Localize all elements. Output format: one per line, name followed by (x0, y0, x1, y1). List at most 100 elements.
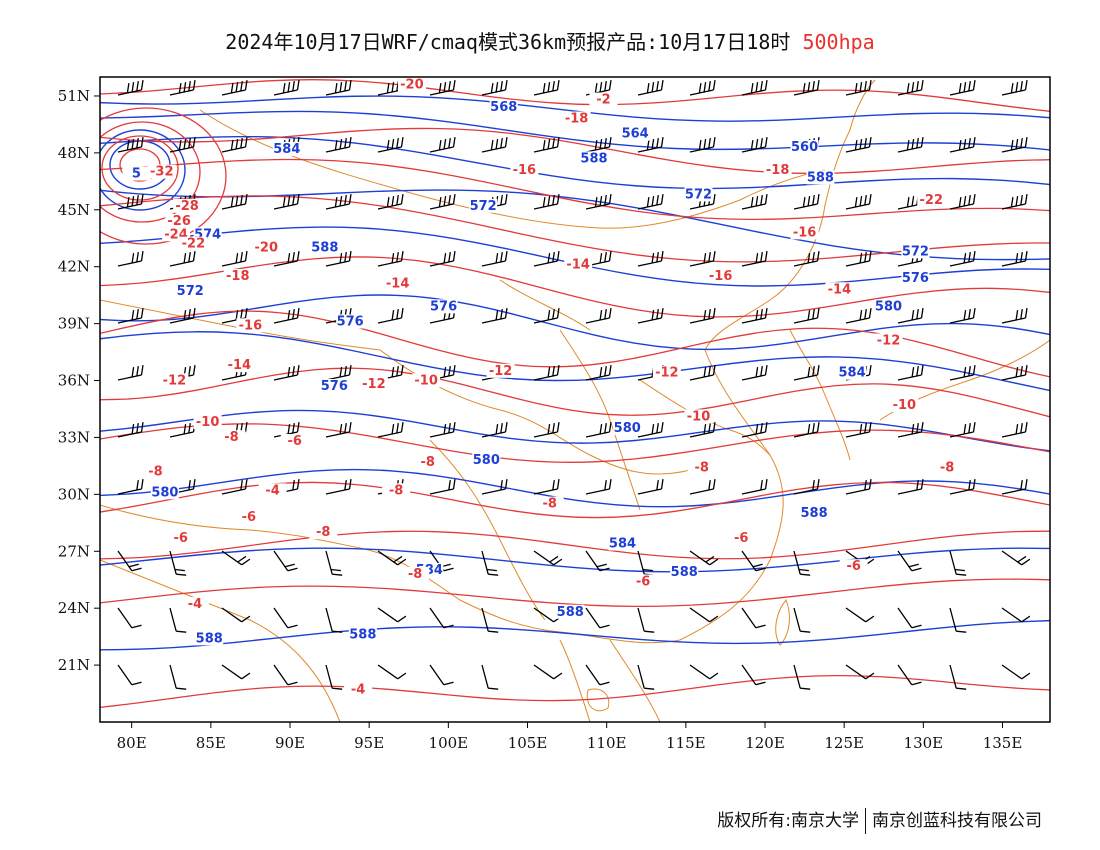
temperature-contour-label: -8 (421, 455, 435, 470)
wind-barb (689, 251, 716, 267)
low-center-contour (100, 129, 186, 211)
wind-barb (481, 664, 499, 690)
cold-center-contour (101, 135, 179, 201)
wind-barb (793, 607, 811, 633)
wind-barb (897, 550, 922, 572)
temperature-contour-label: -12 (163, 373, 187, 388)
temperature-contour-label-bg (359, 377, 388, 392)
cold-center-contour (100, 121, 201, 223)
height-contour-label-bg (272, 141, 301, 156)
x-tick-label: 115E (666, 734, 706, 752)
temperature-contour-label-bg (652, 365, 681, 380)
wind-barb (117, 365, 144, 381)
wind-barb (741, 664, 766, 686)
wind-barb (741, 80, 768, 96)
wind-barb (377, 607, 407, 623)
wind-barb (689, 550, 719, 566)
temperature-contour-label-bg (486, 363, 515, 378)
height-contour-label: 588 (557, 605, 584, 620)
wind-barb (481, 308, 508, 324)
height-contour-label: 588 (580, 151, 607, 166)
y-tick-label: 21N (58, 656, 90, 674)
temperature-contour-label: -14 (566, 258, 590, 273)
wind-barb (273, 664, 298, 686)
height-contour-line (100, 331, 1050, 392)
temperature-contour-label-bg (401, 566, 430, 581)
temperature-contour-label-bg (412, 373, 441, 388)
temperature-contour-label: -10 (196, 415, 220, 430)
height-contour-label: 572 (902, 244, 929, 259)
wind-barb (325, 664, 343, 690)
temperature-contour-label: -6 (846, 559, 860, 574)
temperature-contour-line (100, 675, 1050, 709)
wind-barb (221, 308, 248, 324)
temperature-contour-label: -22 (182, 237, 206, 252)
temperature-contour-label-bg (890, 397, 919, 412)
height-contour-label-bg (800, 506, 829, 521)
temperature-contour-label-bg (160, 373, 189, 388)
wind-barb (637, 308, 664, 324)
height-contour-label: 576 (902, 271, 929, 286)
wind-barb (793, 365, 820, 381)
hainan-outline (586, 688, 610, 712)
wind-barb (1001, 194, 1028, 210)
height-contour-label: 572 (177, 284, 204, 299)
wind-barb (481, 137, 508, 153)
wind-barb (585, 308, 612, 324)
temperature-contour-label-bg (179, 236, 208, 251)
wind-barb (273, 308, 300, 324)
wind-barb (585, 194, 612, 210)
temperature-contour-line (100, 256, 1050, 318)
temperature-contour-label-bg (629, 574, 658, 589)
temperature-contour-label-bg (258, 483, 287, 498)
temperature-contour-label-bg (727, 530, 756, 545)
wind-barb (481, 80, 508, 96)
temperature-contour-label-bg (917, 193, 946, 208)
wind-barb (117, 479, 144, 495)
wind-barb (481, 422, 508, 438)
height-contour-label: 572 (685, 187, 712, 202)
height-contour-label-bg (348, 627, 377, 642)
wind-barb (689, 80, 716, 96)
temperature-contour-label-bg (589, 92, 618, 107)
wind-barb (845, 422, 872, 438)
temperature-contour-label-bg (397, 77, 426, 92)
wind-barb (897, 479, 924, 495)
temperature-contour-label-bg (790, 225, 819, 240)
temperature-contour-line (100, 79, 1050, 112)
height-contour-label-bg (684, 187, 713, 202)
wind-barb (117, 137, 144, 153)
wind-barb (169, 607, 187, 633)
temperature-contour-label-bg (223, 268, 252, 283)
wind-barb (845, 194, 872, 210)
wind-barb (533, 137, 560, 153)
temperature-contour-label: -10 (893, 398, 917, 413)
temperature-contour-label: -10 (414, 373, 438, 388)
height-contour-label-bg (580, 151, 608, 166)
wind-barb (325, 365, 352, 381)
temperature-contour-label: -22 (920, 193, 944, 208)
temperature-contour-label: -8 (389, 483, 403, 498)
temperature-contour-label: -8 (940, 461, 954, 476)
height-contour-label-bg (874, 299, 903, 314)
height-contour-label: 5 (132, 167, 141, 182)
wind-barb (637, 607, 655, 633)
wind-barb (1001, 607, 1031, 623)
temperature-contour-label-bg (383, 276, 412, 291)
wind-barb (533, 308, 560, 324)
wind-barb (949, 664, 967, 690)
wind-barb (897, 365, 924, 381)
wind-barb (897, 137, 924, 153)
height-contour-label-bg (320, 379, 349, 394)
temperature-contour-label: -6 (288, 434, 302, 449)
height-contour-label-bg (556, 604, 585, 619)
wind-barb (169, 137, 196, 153)
wind-barb (377, 365, 404, 381)
wind-barb (949, 422, 976, 438)
height-contour-label-bg (838, 365, 867, 380)
x-tick-label: 125E (824, 734, 864, 752)
wind-barb (221, 194, 248, 210)
credit-line: 版权所有:南京大学 南京创蓝科技有限公司 (717, 806, 1042, 834)
wind-barb (949, 308, 976, 324)
